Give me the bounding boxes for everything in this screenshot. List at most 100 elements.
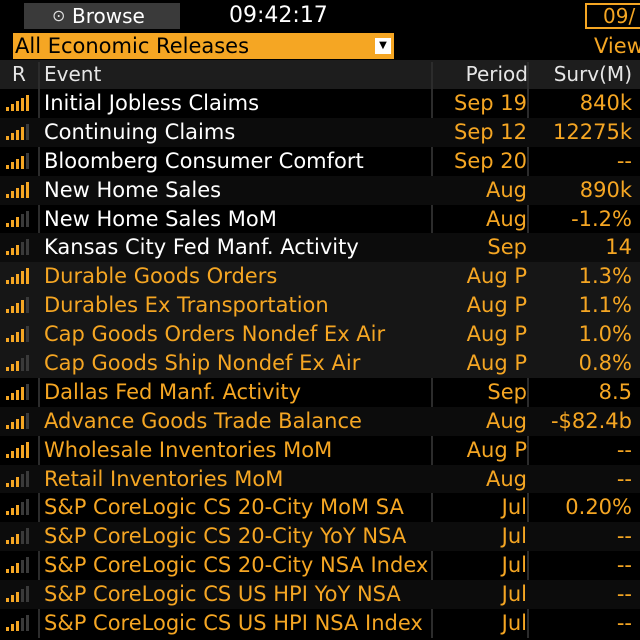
- survey-value: 0.8%: [578, 351, 632, 376]
- release-filter-dropdown[interactable]: All Economic Releases ▼: [13, 33, 394, 59]
- column-header-relevance[interactable]: R: [12, 62, 26, 86]
- table-row[interactable]: Advance Goods Trade Balance Aug -$82.4b: [0, 406, 640, 436]
- relevance-bar: [26, 297, 29, 314]
- relevance-bar: [26, 268, 29, 285]
- relevance-bar: [21, 415, 24, 429]
- event-period: Sep 12: [454, 119, 527, 144]
- relevance-bar: [11, 364, 14, 372]
- relevance-bar: [21, 560, 24, 574]
- relevance-bar: [11, 421, 14, 429]
- survey-value: 890k: [579, 177, 632, 202]
- event-name: Continuing Claims: [44, 119, 236, 144]
- top-toolbar: ⊙ Browse 09:42:17 09/: [0, 0, 640, 32]
- event-name: Initial Jobless Claims: [44, 91, 260, 115]
- table-row[interactable]: Dallas Fed Manf. Activity Sep 8.5: [0, 378, 640, 407]
- relevance-bar: [21, 386, 24, 400]
- relevance-bar: [26, 441, 29, 458]
- relevance-bar: [6, 251, 9, 256]
- row-background: [0, 406, 640, 436]
- survey-value: 12275k: [553, 119, 632, 144]
- table-row[interactable]: Cap Goods Orders Nondef Ex Air Aug P 1.0%: [0, 320, 640, 350]
- browse-icon: ⊙: [52, 6, 66, 25]
- relevance-bar: [6, 453, 9, 458]
- column-header-survey[interactable]: Surv(M): [553, 62, 632, 86]
- relevance-bar: [6, 280, 9, 285]
- row-background: [0, 580, 640, 610]
- column-header-period[interactable]: Period: [465, 62, 528, 86]
- row-background: [0, 349, 640, 378]
- table-row[interactable]: New Home Sales Aug 890k: [0, 175, 640, 205]
- relevance-bar: [16, 129, 19, 140]
- relevance-bar: [16, 245, 19, 256]
- row-background: [0, 117, 640, 147]
- table-row[interactable]: Initial Jobless Claims Sep 19 840k: [0, 89, 640, 118]
- relevance-bar: [21, 444, 24, 458]
- relevance-bar: [21, 618, 24, 632]
- event-period: Jul: [501, 553, 527, 578]
- event-name: Bloomberg Consumer Comfort: [44, 148, 364, 173]
- event-period: Aug: [485, 206, 527, 231]
- relevance-bar: [16, 216, 19, 227]
- relevance-bar: [16, 389, 19, 400]
- column-header-event[interactable]: Event: [44, 62, 102, 86]
- event-period: Aug P: [466, 437, 527, 462]
- event-name: Kansas City Fed Manf. Activity: [44, 235, 359, 260]
- relevance-bar: [6, 164, 9, 169]
- table-row[interactable]: Cap Goods Ship Nondef Ex Air Aug P 0.8%: [0, 349, 640, 378]
- relevance-bars-icon: [6, 239, 32, 256]
- survey-value: --: [616, 466, 632, 491]
- relevance-bar: [11, 595, 14, 603]
- event-name: New Home Sales MoM: [44, 206, 277, 231]
- event-name: Cap Goods Orders Nondef Ex Air: [44, 322, 386, 347]
- relevance-bar: [11, 132, 14, 140]
- relevance-bar: [21, 531, 24, 545]
- table-row[interactable]: Durables Ex Transportation Aug P 1.1%: [0, 291, 640, 321]
- date-tab[interactable]: 09/: [585, 3, 640, 29]
- event-name: Durables Ex Transportation: [44, 293, 329, 318]
- relevance-bar: [11, 104, 14, 111]
- event-name: S&P CoreLogic CS US HPI NSA Index: [44, 611, 423, 636]
- event-name: Wholesale Inventories MoM: [44, 437, 333, 462]
- survey-value: --: [616, 437, 632, 462]
- table-row[interactable]: S&P CoreLogic CS 20-City YoY NSA Jul --: [0, 522, 640, 552]
- browse-label: Browse: [72, 4, 145, 28]
- relevance-bar: [6, 193, 9, 198]
- view-button[interactable]: View: [594, 34, 640, 58]
- event-name: S&P CoreLogic CS 20-City MoM SA: [44, 495, 404, 520]
- table-row[interactable]: S&P CoreLogic CS US HPI YoY NSA Jul --: [0, 580, 640, 610]
- event-name: Durable Goods Orders: [44, 264, 278, 289]
- row-background: [0, 464, 640, 494]
- relevance-bar: [26, 355, 29, 372]
- event-period: Aug: [485, 177, 527, 202]
- relevance-bar: [26, 499, 29, 516]
- table-row[interactable]: Wholesale Inventories MoM Aug P --: [0, 436, 640, 465]
- browse-button[interactable]: ⊙ Browse: [24, 3, 180, 29]
- table-row[interactable]: S&P CoreLogic CS US HPI NSA Index Jul --: [0, 609, 640, 638]
- relevance-bar: [11, 219, 14, 227]
- relevance-bar: [21, 126, 24, 140]
- table-row[interactable]: Durable Goods Orders Aug P 1.3%: [0, 262, 640, 292]
- event-name: Cap Goods Ship Nondef Ex Air: [44, 351, 361, 376]
- event-period: Sep: [487, 379, 527, 404]
- table-row[interactable]: Continuing Claims Sep 12 12275k: [0, 117, 640, 147]
- table-row[interactable]: New Home Sales MoM Aug -1.2%: [0, 205, 640, 234]
- clock-readout: 09:42:17: [229, 3, 328, 28]
- table-row[interactable]: Retail Inventories MoM Aug --: [0, 464, 640, 494]
- relevance-bar: [6, 107, 9, 111]
- table-row[interactable]: S&P CoreLogic CS 20-City MoM SA Jul 0.20%: [0, 493, 640, 522]
- relevance-bar: [6, 222, 9, 227]
- relevance-bar: [16, 621, 19, 632]
- relevance-bars-icon: [6, 412, 32, 429]
- table-row[interactable]: Kansas City Fed Manf. Activity Sep 14: [0, 233, 640, 263]
- table-row[interactable]: S&P CoreLogic CS 20-City NSA Index Jul --: [0, 551, 640, 580]
- chevron-down-icon[interactable]: ▼: [375, 38, 391, 54]
- relevance-bar: [6, 569, 9, 574]
- event-period: Aug: [485, 466, 527, 491]
- relevance-bars-icon: [6, 586, 32, 603]
- event-name: Advance Goods Trade Balance: [44, 408, 362, 433]
- relevance-bar: [11, 277, 14, 285]
- relevance-bar: [11, 450, 14, 458]
- event-period: Sep 20: [454, 148, 527, 173]
- survey-value: 8.5: [598, 379, 632, 404]
- table-row[interactable]: Bloomberg Consumer Comfort Sep 20 --: [0, 147, 640, 176]
